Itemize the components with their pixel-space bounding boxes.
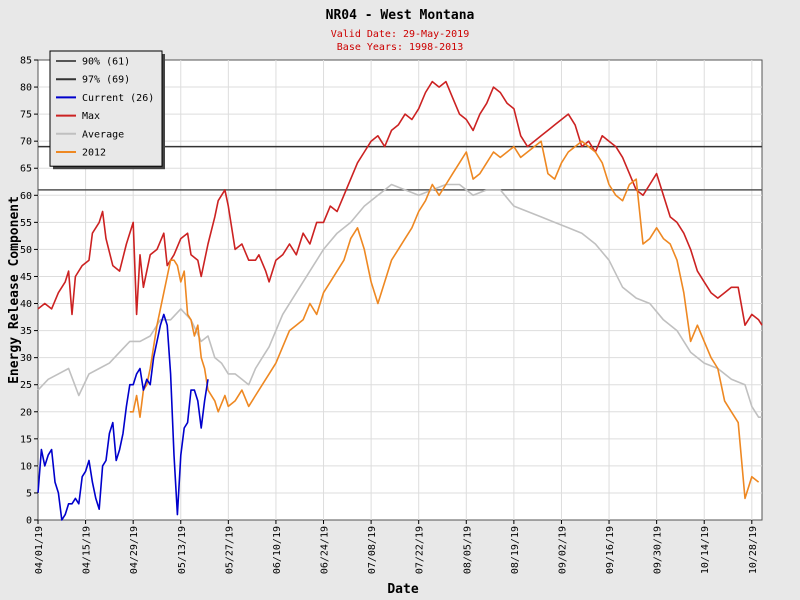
x-axis-ticks: 04/01/19 04/15/19 04/29/19 05/13/19 05/27/19…: [34, 520, 759, 574]
legend-item-label: Current (26): [82, 93, 154, 104]
legend-item-label: 97% (69): [82, 75, 130, 86]
series-line: [37, 80, 763, 327]
y-tick-label: 30: [20, 353, 32, 364]
y-tick-label: 45: [20, 272, 32, 283]
legend-item-label: Average: [82, 129, 124, 140]
x-tick-label: 10/28/19: [748, 526, 759, 574]
y-tick-label: 70: [20, 137, 32, 148]
chart-subtitle-base-years: Base Years: 1998-2013: [337, 42, 463, 53]
y-tick-label: 0: [26, 516, 32, 527]
x-tick-label: 08/19/19: [510, 526, 521, 574]
y-tick-label: 25: [20, 380, 32, 391]
x-tick-label: 10/14/19: [700, 526, 711, 574]
legend-item-label: Max: [82, 111, 100, 122]
x-tick-label: 09/16/19: [605, 526, 616, 574]
y-tick-label: 20: [20, 407, 32, 418]
legend-item-label: 90% (61): [82, 57, 130, 68]
y-tick-label: 60: [20, 191, 32, 202]
y-axis-label: Energy Release Component: [7, 196, 22, 384]
x-tick-label: 04/29/19: [129, 526, 140, 574]
y-tick-label: 5: [26, 488, 32, 499]
y-tick-label: 40: [20, 299, 32, 310]
y-tick-label: 50: [20, 245, 32, 256]
x-tick-label: 09/02/19: [557, 526, 568, 574]
x-tick-label: 06/10/19: [272, 526, 283, 574]
series-line: [37, 183, 762, 419]
y-tick-label: 10: [20, 461, 32, 472]
x-tick-label: 05/27/19: [224, 526, 235, 574]
y-tick-label: 55: [20, 218, 32, 229]
y-axis-ticks: 0 5 10 15 20 25 30 35 40 45 50 55 60 65 70 75 80 85: [20, 56, 38, 527]
y-tick-label: 35: [20, 326, 32, 337]
legend-box: [49, 50, 163, 167]
series-line: [37, 313, 209, 521]
series-lines: [37, 80, 763, 521]
x-tick-label: 07/08/19: [367, 526, 378, 574]
chart-title: NR04 - West Montana: [326, 8, 475, 23]
x-tick-label: 05/13/19: [177, 526, 188, 574]
series-line: [129, 140, 760, 500]
y-tick-label: 85: [20, 56, 32, 67]
x-tick-label: 04/15/19: [82, 526, 93, 574]
y-tick-label: 65: [20, 164, 32, 175]
y-tick-label: 15: [20, 434, 32, 445]
x-axis-label: Date: [387, 582, 418, 597]
x-tick-label: 07/22/19: [415, 526, 426, 574]
y-tick-label: 80: [20, 83, 32, 94]
y-tick-label: 75: [20, 110, 32, 121]
legend-item-label: 2012: [82, 148, 106, 159]
x-tick-label: 06/24/19: [320, 526, 331, 574]
x-tick-label: 04/01/19: [34, 526, 45, 574]
legend: 90% (61) 97% (69) Current (26) Max Average 20…: [49, 50, 165, 170]
x-tick-label: 09/30/19: [653, 526, 664, 574]
chart-subtitle-valid-date: Valid Date: 29-May-2019: [331, 29, 469, 40]
x-tick-label: 08/05/19: [462, 526, 473, 574]
